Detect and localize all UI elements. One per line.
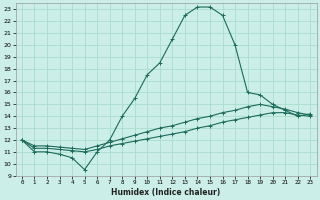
X-axis label: Humidex (Indice chaleur): Humidex (Indice chaleur) — [111, 188, 221, 197]
